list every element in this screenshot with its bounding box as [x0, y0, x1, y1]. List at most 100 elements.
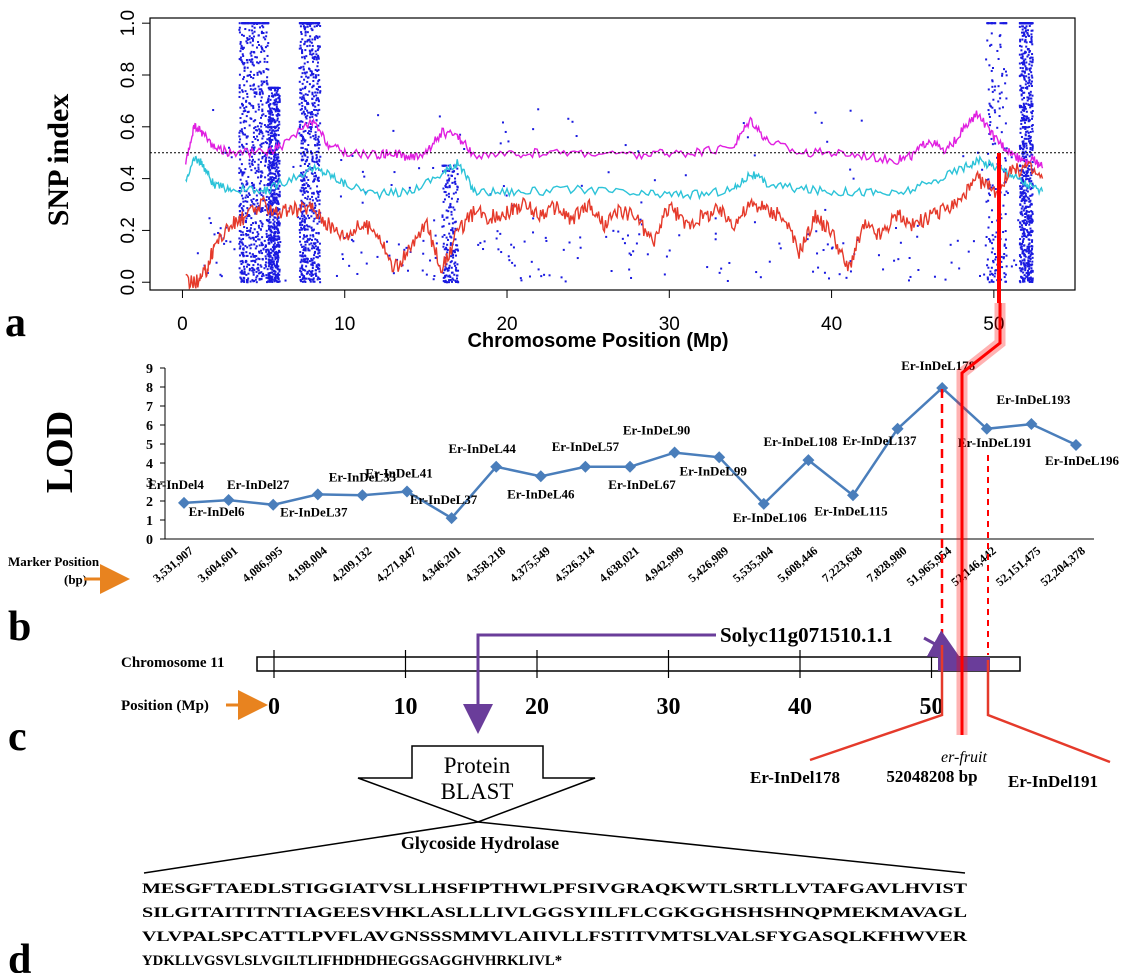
snp-dot	[1028, 257, 1031, 260]
snp-dot	[1031, 94, 1034, 97]
snp-dot	[445, 263, 448, 266]
snp-dot	[269, 87, 272, 90]
marker-position-label: 51,965,954	[904, 544, 954, 589]
lod-marker	[222, 494, 235, 507]
snp-dot	[304, 129, 307, 132]
snp-dot	[990, 43, 993, 46]
snp-dot	[993, 89, 996, 92]
snp-dot	[257, 170, 260, 173]
snp-dot	[271, 113, 274, 116]
snp-dot	[267, 265, 270, 268]
snp-dot	[352, 240, 355, 243]
snp-dot	[1019, 246, 1022, 249]
snp-dot	[309, 187, 312, 190]
snp-dot	[266, 44, 269, 47]
snp-dot	[1030, 71, 1033, 74]
snp-dot	[270, 231, 273, 234]
snp-dot	[1021, 176, 1024, 179]
snp-dot	[269, 113, 272, 116]
snp-dot	[247, 110, 250, 113]
snp-dot	[1020, 194, 1023, 197]
snp-dot	[274, 275, 277, 278]
snp-dot	[257, 40, 260, 43]
snp-dot	[302, 245, 305, 248]
snp-dot	[251, 163, 254, 166]
snp-dot	[303, 152, 306, 155]
snp-dot	[1029, 104, 1032, 107]
snp-dot	[1030, 143, 1033, 146]
snp-dot	[1025, 137, 1028, 140]
snp-dot	[1000, 255, 1003, 258]
snp-dot	[450, 213, 453, 216]
snp-dot	[376, 255, 379, 258]
snp-dot	[250, 54, 253, 57]
snp-dot	[249, 230, 252, 233]
snp-dot	[446, 238, 449, 241]
snp-dot	[252, 202, 255, 205]
snp-dot	[315, 156, 318, 159]
snp-dot	[314, 250, 317, 253]
snp-dot	[260, 275, 263, 278]
snp-dot	[1027, 174, 1030, 177]
snp-dot	[315, 58, 318, 61]
snp-dot	[449, 279, 452, 282]
snp-dot	[826, 140, 829, 143]
snp-dot	[310, 238, 313, 241]
snp-dot	[989, 44, 992, 47]
snp-dot	[360, 251, 363, 254]
snp-dot	[248, 124, 251, 127]
snp-dot	[261, 272, 264, 275]
snp-dot	[989, 270, 992, 273]
snp-dot	[261, 92, 264, 95]
snp-dot	[271, 167, 274, 170]
snp-dot	[241, 131, 244, 134]
snp-dot	[1021, 180, 1024, 183]
snp-dot	[268, 112, 271, 115]
snp-dot	[317, 124, 320, 127]
snp-dot	[254, 167, 257, 170]
snp-dot	[266, 76, 269, 79]
snp-dot	[265, 265, 268, 268]
snp-dot	[243, 226, 246, 229]
snp-dot	[386, 240, 389, 243]
snp-dot	[1023, 34, 1026, 37]
snp-dot	[318, 164, 321, 167]
snp-dot	[265, 195, 268, 198]
snp-dot	[319, 85, 322, 88]
snp-dot	[718, 271, 721, 274]
snp-dot	[308, 38, 311, 41]
snp-dot	[274, 245, 277, 248]
snp-dot	[268, 95, 271, 98]
snp-dot	[720, 267, 723, 270]
snp-dot	[311, 244, 314, 247]
snp-dot	[301, 220, 304, 223]
snp-dot	[247, 233, 250, 236]
snp-dot	[239, 56, 242, 59]
snp-dot	[242, 237, 245, 240]
snp-dot	[246, 254, 249, 257]
snp-dot	[483, 240, 486, 243]
snp-dots	[196, 22, 1034, 284]
snp-dot	[1030, 124, 1033, 127]
snp-dot	[262, 32, 265, 35]
snp-dot	[268, 218, 271, 221]
snp-dot	[1028, 242, 1031, 245]
snp-dot	[315, 22, 318, 25]
snp-dot	[537, 268, 540, 271]
snp-dot	[255, 92, 258, 95]
snp-dot	[251, 182, 254, 185]
snp-dot	[254, 137, 257, 140]
snp-dot	[301, 112, 304, 115]
snp-dot	[909, 275, 912, 278]
snp-dot	[259, 161, 262, 164]
snp-dot	[300, 171, 303, 174]
snp-dot	[249, 22, 252, 25]
snp-dot	[307, 132, 310, 135]
snp-dot	[1031, 221, 1034, 224]
snp-dot	[576, 257, 579, 260]
snp-dot	[275, 226, 278, 229]
snp-dot	[311, 44, 314, 47]
lod-y-tick-label: 8	[146, 381, 153, 396]
snp-dot	[444, 186, 447, 189]
snp-dot	[1023, 142, 1026, 145]
